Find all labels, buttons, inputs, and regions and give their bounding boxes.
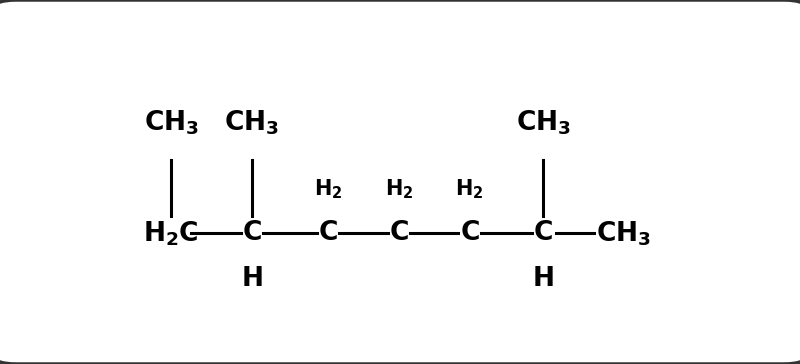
Text: $\mathbf{C}$: $\mathbf{C}$: [534, 221, 553, 246]
Text: $\mathbf{CH_3}$: $\mathbf{CH_3}$: [596, 219, 651, 248]
Text: $\mathbf{H_2}$: $\mathbf{H_2}$: [314, 178, 342, 201]
Text: $\mathbf{H}$: $\mathbf{H}$: [241, 266, 262, 292]
Text: $\mathbf{C}$: $\mathbf{C}$: [389, 221, 409, 246]
Text: $\mathbf{C}$: $\mathbf{C}$: [318, 221, 338, 246]
Text: $\mathbf{C}$: $\mathbf{C}$: [460, 221, 479, 246]
Text: $\mathbf{CH_3}$: $\mathbf{CH_3}$: [516, 109, 571, 137]
Text: $\mathbf{C}$: $\mathbf{C}$: [242, 221, 262, 246]
Text: $\mathbf{CH_3}$: $\mathbf{CH_3}$: [224, 109, 279, 137]
Text: $\mathbf{CH_3}$: $\mathbf{CH_3}$: [144, 109, 199, 137]
Text: $\mathbf{H_2}$: $\mathbf{H_2}$: [455, 178, 484, 201]
Text: $\mathbf{H_2}$: $\mathbf{H_2}$: [385, 178, 413, 201]
Text: $\mathbf{H}$: $\mathbf{H}$: [533, 266, 554, 292]
Text: $\mathbf{H_2C}$: $\mathbf{H_2C}$: [143, 219, 199, 248]
